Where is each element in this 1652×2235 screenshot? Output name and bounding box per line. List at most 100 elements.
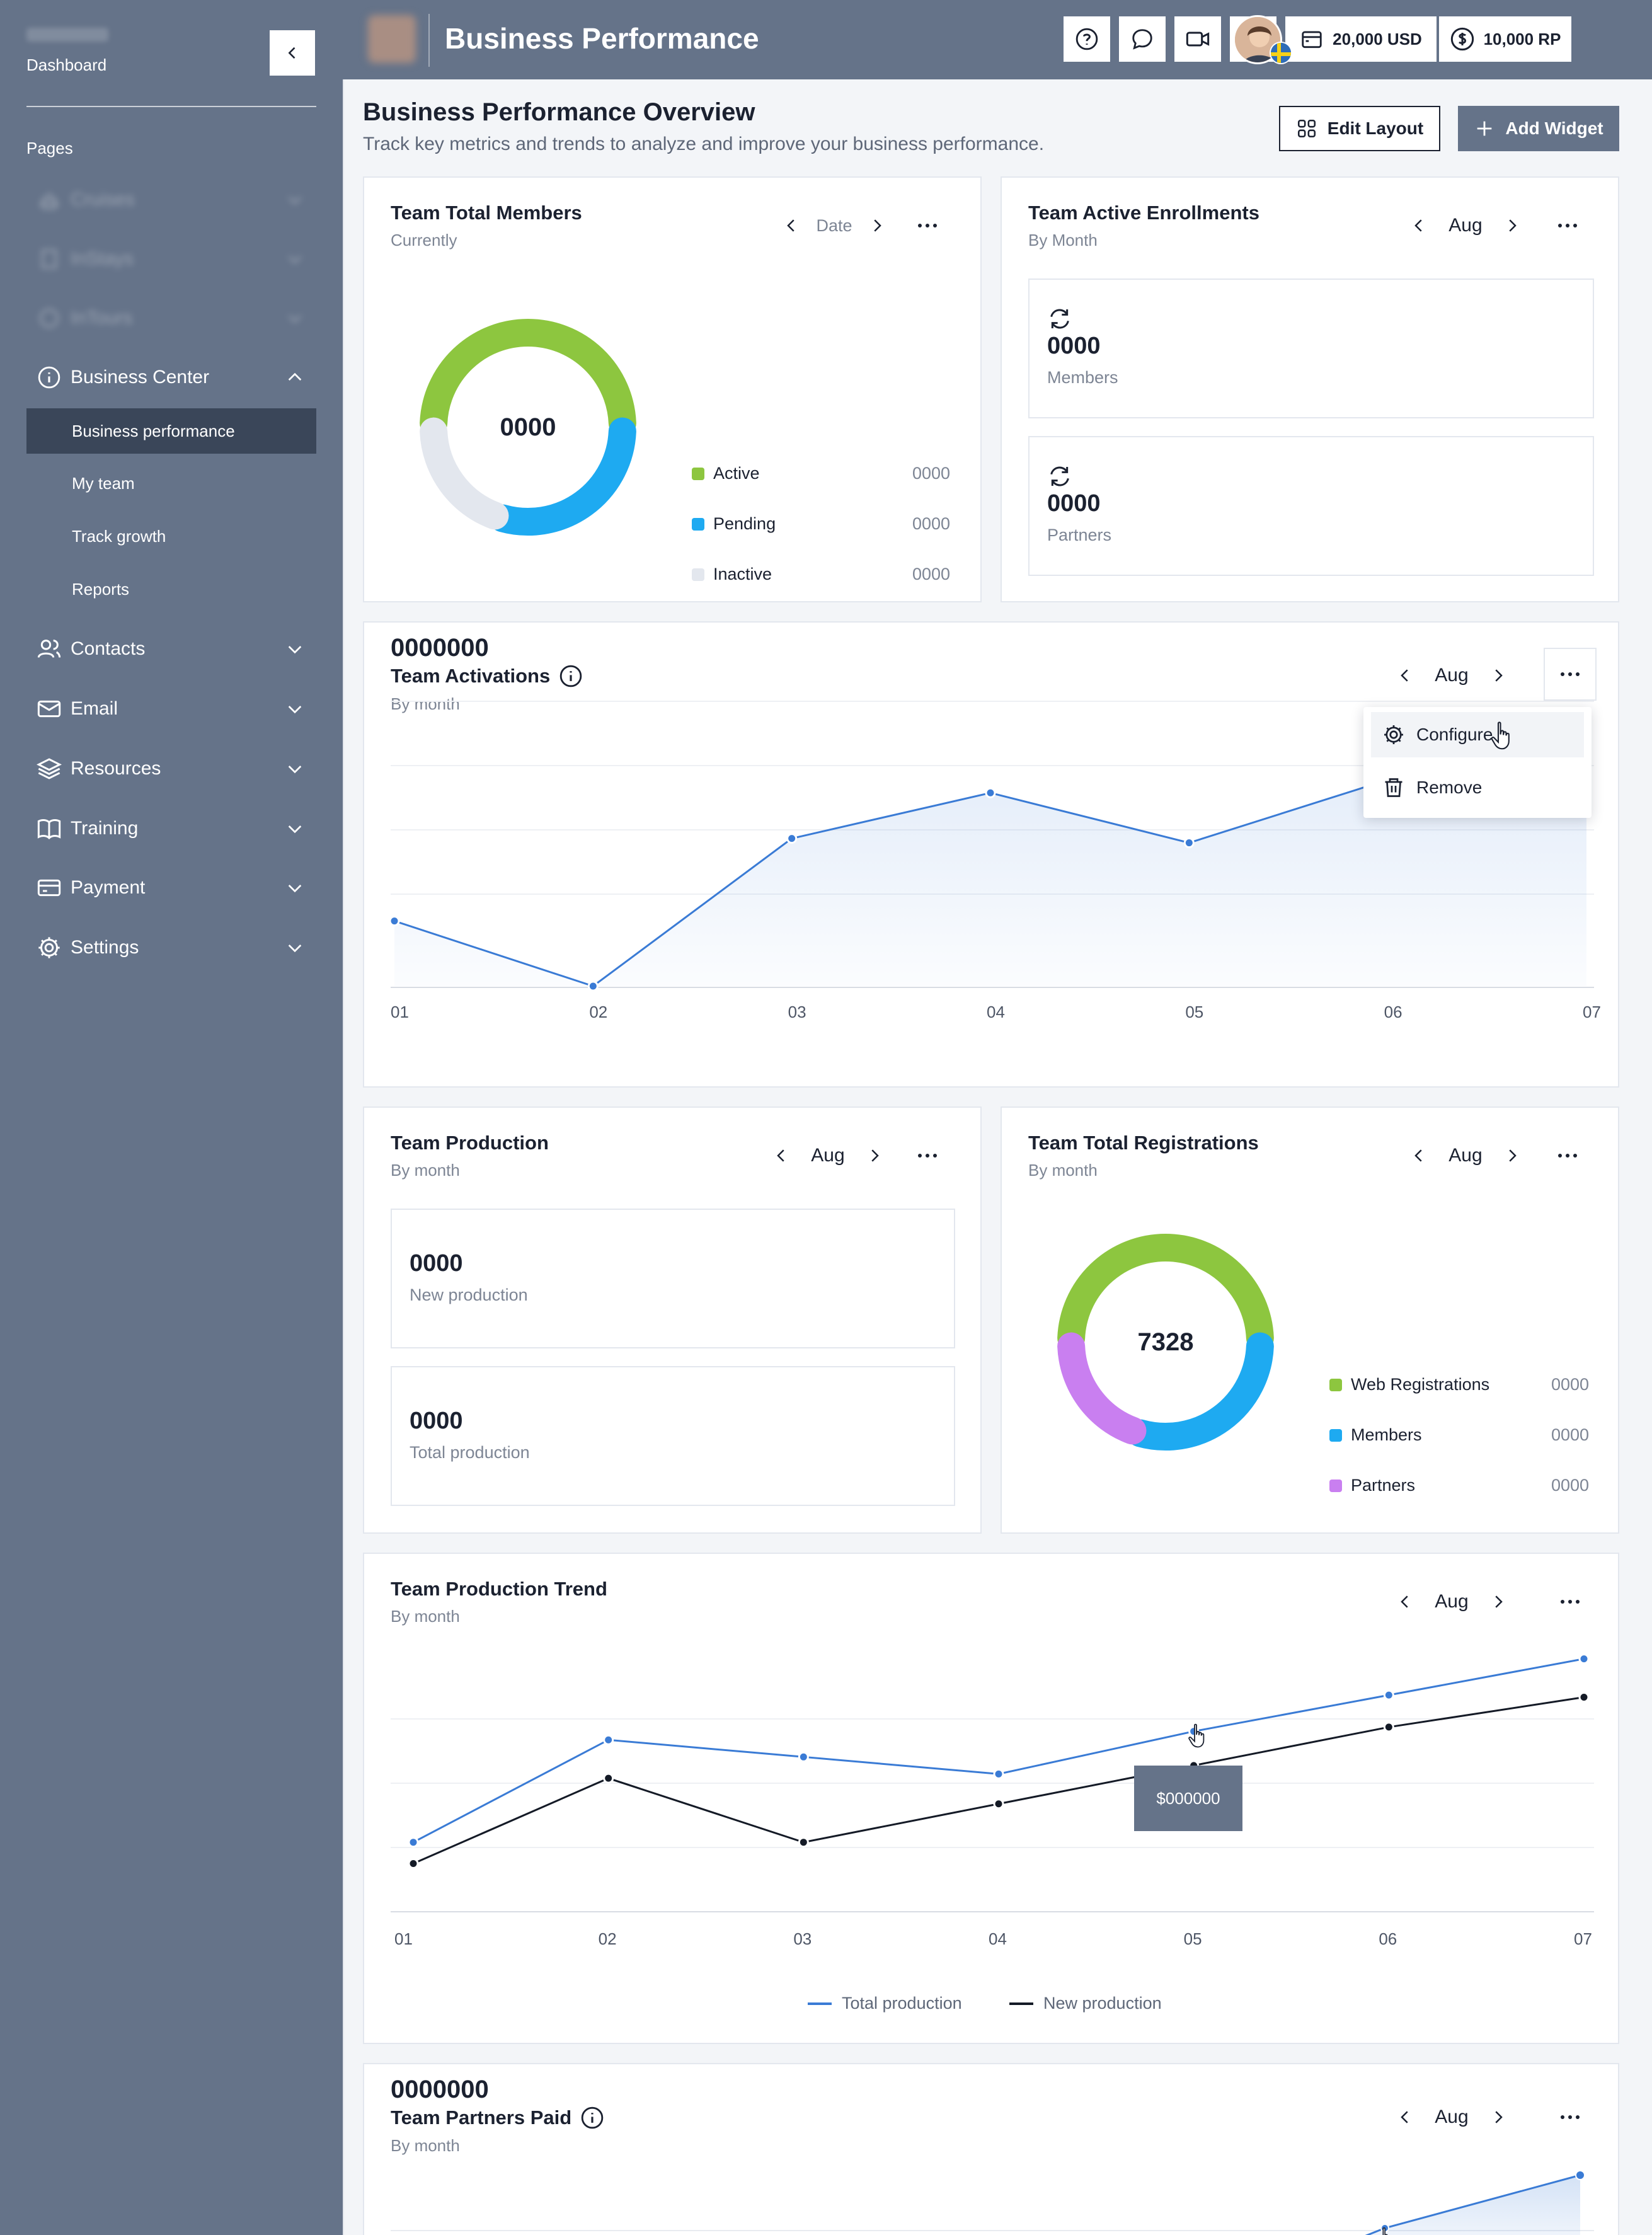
edit-layout-button[interactable]: Edit Layout xyxy=(1279,106,1440,151)
next-period-button[interactable] xyxy=(1484,2103,1512,2131)
data-point[interactable] xyxy=(408,1858,419,1870)
data-point[interactable] xyxy=(1383,1721,1394,1733)
chevron-left-icon xyxy=(787,219,794,232)
widget-more-button[interactable] xyxy=(1544,648,1597,701)
building-icon xyxy=(35,245,63,273)
next-period-button[interactable] xyxy=(863,212,891,239)
donut-segment-inactive[interactable] xyxy=(420,417,509,530)
widget-more-button[interactable] xyxy=(1550,1582,1590,1622)
data-point[interactable] xyxy=(603,1734,614,1745)
help-button[interactable] xyxy=(1064,16,1110,62)
hand-cursor-icon xyxy=(1491,721,1510,750)
sidebar-subitem-track-growth[interactable]: Track growth xyxy=(72,526,166,546)
sidebar-item-training[interactable]: Training xyxy=(26,806,316,851)
widget-title-row: Team Partners Paid xyxy=(391,2106,604,2130)
legend-swatch xyxy=(1329,1479,1342,1492)
chevron-down-icon xyxy=(282,935,307,960)
x-tick-label: 07 xyxy=(1574,1929,1592,1948)
data-point[interactable] xyxy=(985,787,996,798)
data-point[interactable] xyxy=(1183,837,1195,849)
info-icon[interactable] xyxy=(580,2106,604,2130)
prev-period-button[interactable] xyxy=(777,212,805,239)
widget-more-button[interactable] xyxy=(907,1135,948,1176)
donut-segment-members[interactable] xyxy=(1126,1332,1274,1451)
data-point[interactable] xyxy=(993,1768,1004,1779)
next-period-button[interactable] xyxy=(1484,662,1512,689)
edit-layout-label: Edit Layout xyxy=(1327,118,1424,138)
add-widget-button[interactable]: Add Widget xyxy=(1458,106,1619,151)
data-point[interactable] xyxy=(587,980,599,992)
menu-item-remove[interactable]: Remove xyxy=(1371,765,1584,810)
rp-balance-button[interactable]: 10,000 RP xyxy=(1439,16,1571,62)
info-icon[interactable] xyxy=(559,664,583,688)
stat-box-members: 0000 Members xyxy=(1028,279,1594,418)
donut-segment-web-registrations[interactable] xyxy=(1057,1234,1274,1352)
next-period-button[interactable] xyxy=(1484,1588,1512,1616)
legend-label: Inactive xyxy=(713,565,772,583)
widget-more-button[interactable] xyxy=(1547,205,1588,246)
sidebar-subitem-reports[interactable]: Reports xyxy=(72,579,130,599)
data-point[interactable] xyxy=(1578,1653,1590,1665)
data-point[interactable] xyxy=(798,1751,809,1762)
chevron-right-icon xyxy=(1509,219,1517,232)
widget-team-partners-paid: 0000000 Team Partners Paid By month Aug xyxy=(363,2063,1619,2235)
usd-balance-button[interactable]: 20,000 USD xyxy=(1285,16,1437,62)
sidebar-item-email[interactable]: Email xyxy=(26,686,316,732)
prev-period-button[interactable] xyxy=(767,1142,795,1169)
app-logo[interactable] xyxy=(368,15,416,63)
widget-more-button[interactable] xyxy=(1547,1135,1588,1176)
chat-button[interactable] xyxy=(1119,16,1166,62)
data-point[interactable] xyxy=(603,1772,614,1784)
next-period-button[interactable] xyxy=(861,1142,888,1169)
legend-value: 0000 xyxy=(912,464,951,483)
widget-team-total-members: Team Total Members Currently Date 0000 A… xyxy=(363,176,982,602)
collapse-sidebar-button[interactable] xyxy=(270,30,315,76)
data-point[interactable] xyxy=(786,833,798,844)
sidebar-subitem-business-performance[interactable]: Business performance xyxy=(26,408,316,454)
menu-item-configure[interactable]: Configure xyxy=(1371,712,1584,757)
sidebar-item-settings[interactable]: Settings xyxy=(26,925,316,970)
widget-more-button[interactable] xyxy=(1550,2097,1590,2137)
sidebar-item-contacts[interactable]: Contacts xyxy=(26,626,316,672)
pages-heading: Pages xyxy=(26,139,73,158)
next-period-button[interactable] xyxy=(1498,212,1526,239)
sidebar-subitem-my-team[interactable]: My team xyxy=(72,473,135,493)
widget-title: Team Production Trend xyxy=(391,1578,607,1600)
video-icon xyxy=(1186,32,1210,47)
area-fill xyxy=(1367,2175,1580,2235)
data-point[interactable] xyxy=(1578,1692,1590,1703)
donut-segment-active[interactable] xyxy=(420,319,636,437)
prev-period-button[interactable] xyxy=(1405,1142,1433,1169)
prev-period-button[interactable] xyxy=(1391,2103,1419,2131)
period-label: Aug xyxy=(1448,215,1483,236)
sidebar-item-business-center[interactable]: Business Center xyxy=(26,355,316,400)
data-point[interactable] xyxy=(408,1837,419,1848)
data-point[interactable] xyxy=(798,1837,809,1848)
data-point[interactable] xyxy=(389,916,400,927)
next-period-button[interactable] xyxy=(1498,1142,1526,1169)
video-button[interactable] xyxy=(1174,16,1221,62)
main-content: Business Performance Overview Track key … xyxy=(343,79,1652,2235)
dashboard-link[interactable]: Dashboard xyxy=(26,55,107,74)
data-point[interactable] xyxy=(993,1798,1004,1810)
sidebar-item-payment[interactable]: Payment xyxy=(26,865,316,911)
data-point[interactable] xyxy=(1383,1689,1394,1701)
topbar-divider xyxy=(428,14,430,67)
sidebar-item-instays[interactable]: InStays xyxy=(26,236,316,282)
sidebar-item-resources[interactable]: Resources xyxy=(26,746,316,791)
chevron-down-icon xyxy=(282,875,307,900)
legend-value: 0000 xyxy=(1551,1425,1590,1444)
widget-more-button[interactable] xyxy=(907,205,948,246)
sidebar-item-intours[interactable]: InTours xyxy=(26,296,316,341)
gear-icon xyxy=(35,934,63,962)
legend-partners: Partners xyxy=(1329,1476,1415,1495)
period-selector: Aug xyxy=(1405,1142,1526,1169)
donut-segment-pending[interactable] xyxy=(488,417,636,536)
widget-title-row: Team Activations xyxy=(391,664,583,688)
prev-period-button[interactable] xyxy=(1405,212,1433,239)
sidebar-item-cruises[interactable]: Cruises xyxy=(26,177,316,222)
trash-icon xyxy=(1385,778,1402,797)
prev-period-button[interactable] xyxy=(1391,1588,1419,1616)
prev-period-button[interactable] xyxy=(1391,662,1419,689)
donut-segment-partners[interactable] xyxy=(1057,1332,1147,1445)
